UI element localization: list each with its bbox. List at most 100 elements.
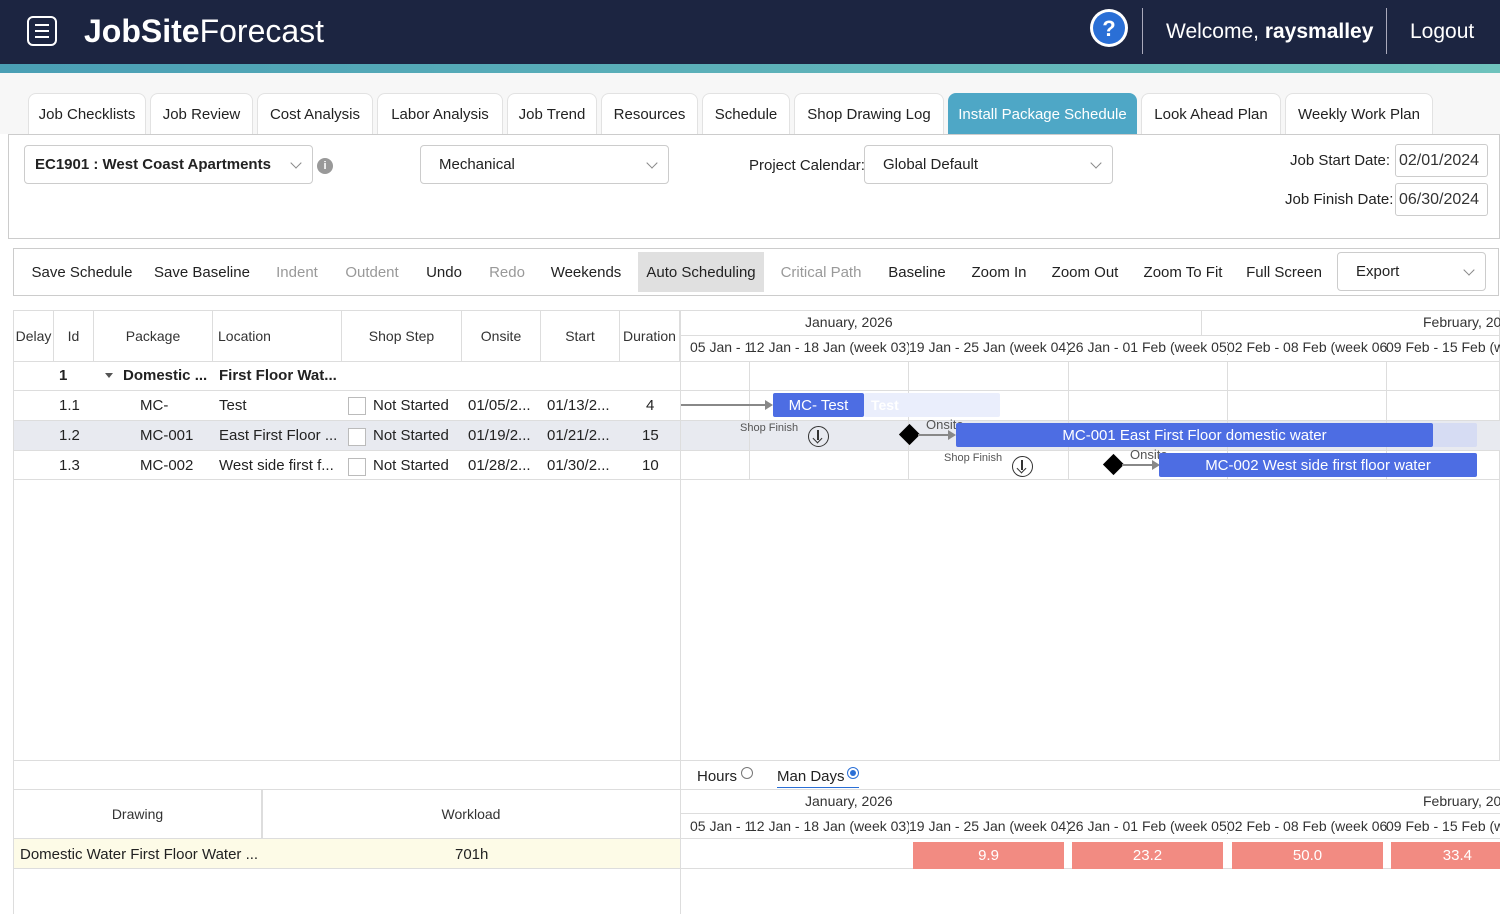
row-duration: 15 <box>642 427 659 444</box>
col-header-location[interactable]: Location <box>213 311 342 361</box>
row-id: 1.1 <box>59 397 80 414</box>
col-header-package[interactable]: Package <box>94 311 213 361</box>
full-screen-button[interactable]: Full Screen <box>1246 263 1322 281</box>
workload-row[interactable] <box>14 839 680 868</box>
week-label: 12 Jan - 18 Jan (week 03) <box>749 339 909 355</box>
left-border <box>13 760 14 914</box>
task-bar[interactable]: MC-001 East First Floor domestic water <box>956 423 1433 447</box>
collapse-caret-icon[interactable] <box>105 373 113 378</box>
week-label: 09 Feb - 15 Feb (w <box>1386 818 1500 834</box>
tab-job-trend[interactable]: Job Trend <box>507 93 597 134</box>
week-label: 26 Jan - 01 Feb (week 05) <box>1068 339 1228 355</box>
shop-step-checkbox[interactable] <box>348 397 366 415</box>
row-start: 01/30/2... <box>547 457 610 474</box>
tab-look-ahead-plan[interactable]: Look Ahead Plan <box>1141 93 1281 134</box>
hamburger-menu-icon[interactable] <box>27 16 57 46</box>
arrow-icon <box>1152 460 1160 470</box>
calendar-select-value: Global Default <box>883 156 979 173</box>
row-location: East First Floor ... <box>219 427 337 444</box>
week-label: 09 Feb - 15 Feb (w <box>1386 339 1500 355</box>
shop-step-checkbox[interactable] <box>348 458 366 476</box>
workload-value: 701h <box>455 846 489 863</box>
save-baseline-button[interactable]: Save Baseline <box>154 263 250 281</box>
redo-button[interactable]: Redo <box>489 263 525 281</box>
week-label: 19 Jan - 25 Jan (week 04) <box>909 339 1069 355</box>
load-cell: 23.2 <box>1072 842 1223 869</box>
col-header-duration[interactable]: Duration <box>620 311 680 361</box>
tab-shop-drawing-log[interactable]: Shop Drawing Log <box>794 93 944 134</box>
tab-weekly-work-plan[interactable]: Weekly Work Plan <box>1285 93 1433 134</box>
week-label: 19 Jan - 25 Jan (week 04) <box>909 818 1069 834</box>
tab-job-checklists[interactable]: Job Checklists <box>28 93 146 134</box>
col-header-start[interactable]: Start <box>541 311 620 361</box>
calendar-select[interactable]: Global Default <box>864 145 1113 184</box>
row-start: 01/13/2... <box>547 397 610 414</box>
chevron-down-icon <box>290 157 302 169</box>
tab-job-review[interactable]: Job Review <box>150 93 253 134</box>
col-header-workload[interactable]: Workload <box>441 806 501 822</box>
tab-install-package-schedule[interactable]: Install Package Schedule <box>948 93 1137 134</box>
help-icon[interactable]: ? <box>1090 9 1128 47</box>
job-finish-date-field[interactable]: 06/30/2024 <box>1395 183 1488 216</box>
man-days-radio[interactable] <box>847 767 859 779</box>
outdent-button[interactable]: Outdent <box>345 263 399 281</box>
arrow-icon <box>765 400 773 410</box>
save-schedule-button[interactable]: Save Schedule <box>31 263 133 281</box>
trade-select[interactable]: Mechanical <box>420 145 669 184</box>
col-header-id[interactable]: Id <box>54 311 94 361</box>
week-gridline <box>1068 361 1069 479</box>
undo-button[interactable]: Undo <box>426 263 462 281</box>
man-days-label: Man Days <box>777 768 845 785</box>
shop-finish-label: Shop Finish <box>944 452 1003 464</box>
baseline-button[interactable]: Baseline <box>888 263 946 281</box>
chevron-down-icon <box>646 157 658 169</box>
weekends-button[interactable]: Weekends <box>550 263 622 281</box>
row-onsite: 01/19/2... <box>468 427 531 444</box>
auto-scheduling-button[interactable]: Auto Scheduling <box>638 252 764 292</box>
drawing-name: Domestic Water First Floor Water ... <box>20 846 259 863</box>
shop-finish-label: Shop Finish <box>740 422 799 434</box>
shop-finish-arrow-down-icon <box>1012 456 1033 477</box>
tab-labor-analysis[interactable]: Labor Analysis <box>377 93 503 134</box>
info-icon[interactable]: i <box>317 158 333 174</box>
critical-path-button[interactable]: Critical Path <box>780 263 862 281</box>
col-header-delay[interactable]: Delay <box>14 311 54 361</box>
export-select[interactable]: Export <box>1337 252 1486 291</box>
shop-step-checkbox[interactable] <box>348 428 366 446</box>
row-onsite: 01/28/2... <box>468 457 531 474</box>
col-header-drawing[interactable]: Drawing <box>14 790 262 838</box>
col-header-shop-step[interactable]: Shop Step <box>342 311 462 361</box>
week-label: 05 Jan - 11 <box>690 339 750 355</box>
task-bar[interactable]: MC-002 West side first floor water <box>1159 453 1477 477</box>
tab-cost-analysis[interactable]: Cost Analysis <box>257 93 373 134</box>
dependency-line <box>681 404 767 406</box>
row-location: West side first f... <box>219 457 334 474</box>
task-bar[interactable]: MC- Test <box>773 393 864 417</box>
week-gridline <box>1227 361 1228 479</box>
grid-gantt-splitter[interactable] <box>680 311 681 761</box>
job-select[interactable]: EC1901 : West Coast Apartments <box>24 145 313 184</box>
grid-gantt-splitter <box>680 760 681 914</box>
zoom-to-fit-button[interactable]: Zoom To Fit <box>1143 263 1223 281</box>
arrow-icon <box>948 430 956 440</box>
row-start: 01/21/2... <box>547 427 610 444</box>
baseline-bar-label: Test <box>871 397 899 413</box>
section-divider <box>14 760 1500 761</box>
job-start-date-field[interactable]: 02/01/2024 <box>1395 144 1488 177</box>
logout-link[interactable]: Logout <box>1410 20 1475 43</box>
gantt-month-label: January, 2026 <box>805 793 893 809</box>
row-id: 1.3 <box>59 457 80 474</box>
export-select-value: Export <box>1356 263 1400 280</box>
zoom-in-button[interactable]: Zoom In <box>971 263 1027 281</box>
hours-radio[interactable] <box>741 767 753 779</box>
zoom-out-button[interactable]: Zoom Out <box>1051 263 1119 281</box>
indent-button[interactable]: Indent <box>276 263 318 281</box>
tab-schedule[interactable]: Schedule <box>702 93 790 134</box>
week-label: 05 Jan - 11 <box>690 818 750 834</box>
row-location: Test <box>219 397 247 414</box>
row-shop-step: Not Started <box>373 427 449 444</box>
col-header-onsite[interactable]: Onsite <box>462 311 541 361</box>
tab-resources[interactable]: Resources <box>601 93 698 134</box>
onsite-label: Onsite <box>1130 447 1168 462</box>
shop-finish-arrow-down-icon <box>808 426 829 447</box>
